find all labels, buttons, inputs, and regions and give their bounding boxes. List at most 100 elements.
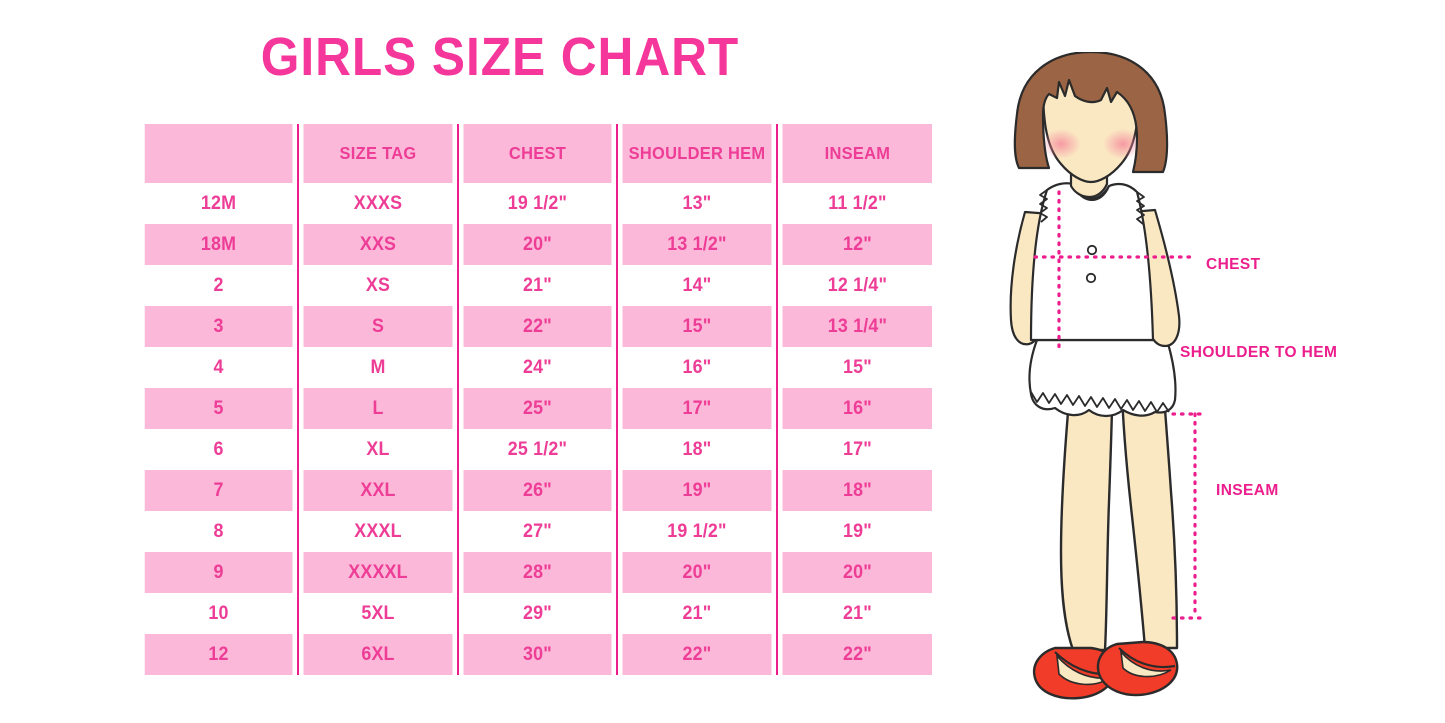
- cell-chest: 22": [462, 306, 614, 347]
- cell-size: 18M: [144, 224, 295, 265]
- table-row: 18M XXS 20" 13 1/2" 12": [140, 224, 937, 265]
- tank-top: [1029, 182, 1155, 342]
- cell-size-tag: XL: [302, 429, 455, 470]
- cell-shoulder-hem: 19": [621, 470, 774, 511]
- cell-size: 5: [144, 388, 295, 429]
- column-header-size-tag: SIZE TAG: [302, 124, 455, 183]
- cell-inseam: 12": [781, 224, 933, 265]
- cell-shoulder-hem: 16": [621, 347, 774, 388]
- cell-size-tag: XXXS: [302, 183, 455, 224]
- hair: [1013, 52, 1169, 174]
- cell-size-tag: L: [302, 388, 455, 429]
- cell-size-tag: XXL: [302, 470, 455, 511]
- page-title: GIRLS SIZE CHART: [260, 27, 740, 87]
- cell-chest: 21": [462, 265, 614, 306]
- table-header-row: SIZE TAG CHEST SHOULDER HEM INSEAM: [140, 124, 937, 183]
- column-header-chest: CHEST: [462, 124, 614, 183]
- column-header-size: [144, 124, 295, 183]
- cell-chest: 20": [462, 224, 614, 265]
- cell-shoulder-hem: 19 1/2": [621, 511, 774, 552]
- right-shoe-strap: [1118, 647, 1176, 669]
- cell-inseam: 17": [781, 429, 933, 470]
- top-button-lower: [1085, 272, 1097, 284]
- cell-chest: 30": [462, 634, 614, 675]
- cell-size-tag: 5XL: [302, 593, 455, 634]
- table-row: 7 XXL 26" 19" 18": [140, 470, 937, 511]
- cell-chest: 25": [462, 388, 614, 429]
- cell-shoulder-hem: 15": [621, 306, 774, 347]
- cell-shoulder-hem: 18": [621, 429, 774, 470]
- cell-inseam: 15": [781, 347, 933, 388]
- cell-inseam: 11 1/2": [781, 183, 933, 224]
- inseam-bracket-ticks: [1171, 412, 1207, 620]
- cell-size: 12: [144, 634, 295, 675]
- cell-chest: 25 1/2": [462, 429, 614, 470]
- table-row: 6 XL 25 1/2" 18" 17": [140, 429, 937, 470]
- table-row: 4 M 24" 16" 15": [140, 347, 937, 388]
- cell-shoulder-hem: 13 1/2": [621, 224, 774, 265]
- right-leg: [1119, 350, 1179, 650]
- cell-shoulder-hem: 17": [621, 388, 774, 429]
- cell-inseam: 18": [781, 470, 933, 511]
- cell-size: 6: [144, 429, 295, 470]
- cell-inseam: 22": [781, 634, 933, 675]
- girl-body-group: [1009, 52, 1181, 700]
- cell-chest: 19 1/2": [462, 183, 614, 224]
- cell-chest: 24": [462, 347, 614, 388]
- cell-inseam: 13 1/4": [781, 306, 933, 347]
- table-row: 3 S 22" 15" 13 1/4": [140, 306, 937, 347]
- cell-shoulder-hem: 21": [621, 593, 774, 634]
- cell-shoulder-hem: 22": [621, 634, 774, 675]
- cell-shoulder-hem: 14": [621, 265, 774, 306]
- cell-size: 7: [144, 470, 295, 511]
- measurement-guides: [1033, 190, 1197, 620]
- chest-measurement-label: CHEST: [1206, 256, 1261, 273]
- cell-size-tag: XXXL: [302, 511, 455, 552]
- blush-right-cheek: [1103, 129, 1143, 159]
- blush-left-cheek: [1041, 129, 1081, 159]
- skirt-ruffle-edge: [1030, 391, 1170, 413]
- right-shoe-opening: [1119, 649, 1172, 678]
- table-row: 9 XXXXL 28" 20" 20": [140, 552, 937, 593]
- cell-chest: 29": [462, 593, 614, 634]
- cell-inseam: 20": [781, 552, 933, 593]
- cell-chest: 28": [462, 552, 614, 593]
- cell-size-tag: XS: [302, 265, 455, 306]
- cell-shoulder-hem: 13": [621, 183, 774, 224]
- cell-chest: 26": [462, 470, 614, 511]
- cell-size: 8: [144, 511, 295, 552]
- cell-size: 3: [144, 306, 295, 347]
- cell-size: 9: [144, 552, 295, 593]
- cell-size-tag: S: [302, 306, 455, 347]
- table-row: 12M XXXS 19 1/2" 13" 11 1/2": [140, 183, 937, 224]
- cell-size-tag: XXS: [302, 224, 455, 265]
- size-chart-table: SIZE TAG CHEST SHOULDER HEM INSEAM 12M XX…: [140, 124, 937, 675]
- column-header-shoulder-hem: SHOULDER HEM: [621, 124, 774, 183]
- cell-inseam: 12 1/4": [781, 265, 933, 306]
- table-row: 2 XS 21" 14" 12 1/4": [140, 265, 937, 306]
- cell-size-tag: XXXXL: [302, 552, 455, 593]
- cell-shoulder-hem: 20": [621, 552, 774, 593]
- girl-figure-illustration: [995, 52, 1445, 712]
- cell-inseam: 21": [781, 593, 933, 634]
- table-row: 5 L 25" 17" 16": [140, 388, 937, 429]
- top-button-upper: [1086, 244, 1098, 256]
- table-body: 12M XXXS 19 1/2" 13" 11 1/2" 18M XXS 20" 13 1/2…: [140, 183, 937, 675]
- table-row: 12 6XL 30" 22" 22": [140, 634, 937, 675]
- left-sleeve-ruffle: [1039, 189, 1048, 223]
- cell-size-tag: M: [302, 347, 455, 388]
- column-header-inseam: INSEAM: [781, 124, 933, 183]
- inseam-measurement-label: INSEAM: [1216, 482, 1279, 499]
- shoulder-to-hem-measurement-label: SHOULDER TO HEM: [1180, 344, 1338, 361]
- cell-size: 12M: [144, 183, 295, 224]
- size-chart-table-container: SIZE TAG CHEST SHOULDER HEM INSEAM 12M XX…: [140, 124, 937, 675]
- cell-inseam: 19": [781, 511, 933, 552]
- table-row: 10 5XL 29" 21" 21": [140, 593, 937, 634]
- table-row: 8 XXXL 27" 19 1/2" 19": [140, 511, 937, 552]
- cell-size: 10: [144, 593, 295, 634]
- cell-size: 2: [144, 265, 295, 306]
- right-sleeve-ruffle: [1136, 191, 1145, 225]
- cell-size-tag: 6XL: [302, 634, 455, 675]
- cell-inseam: 16": [781, 388, 933, 429]
